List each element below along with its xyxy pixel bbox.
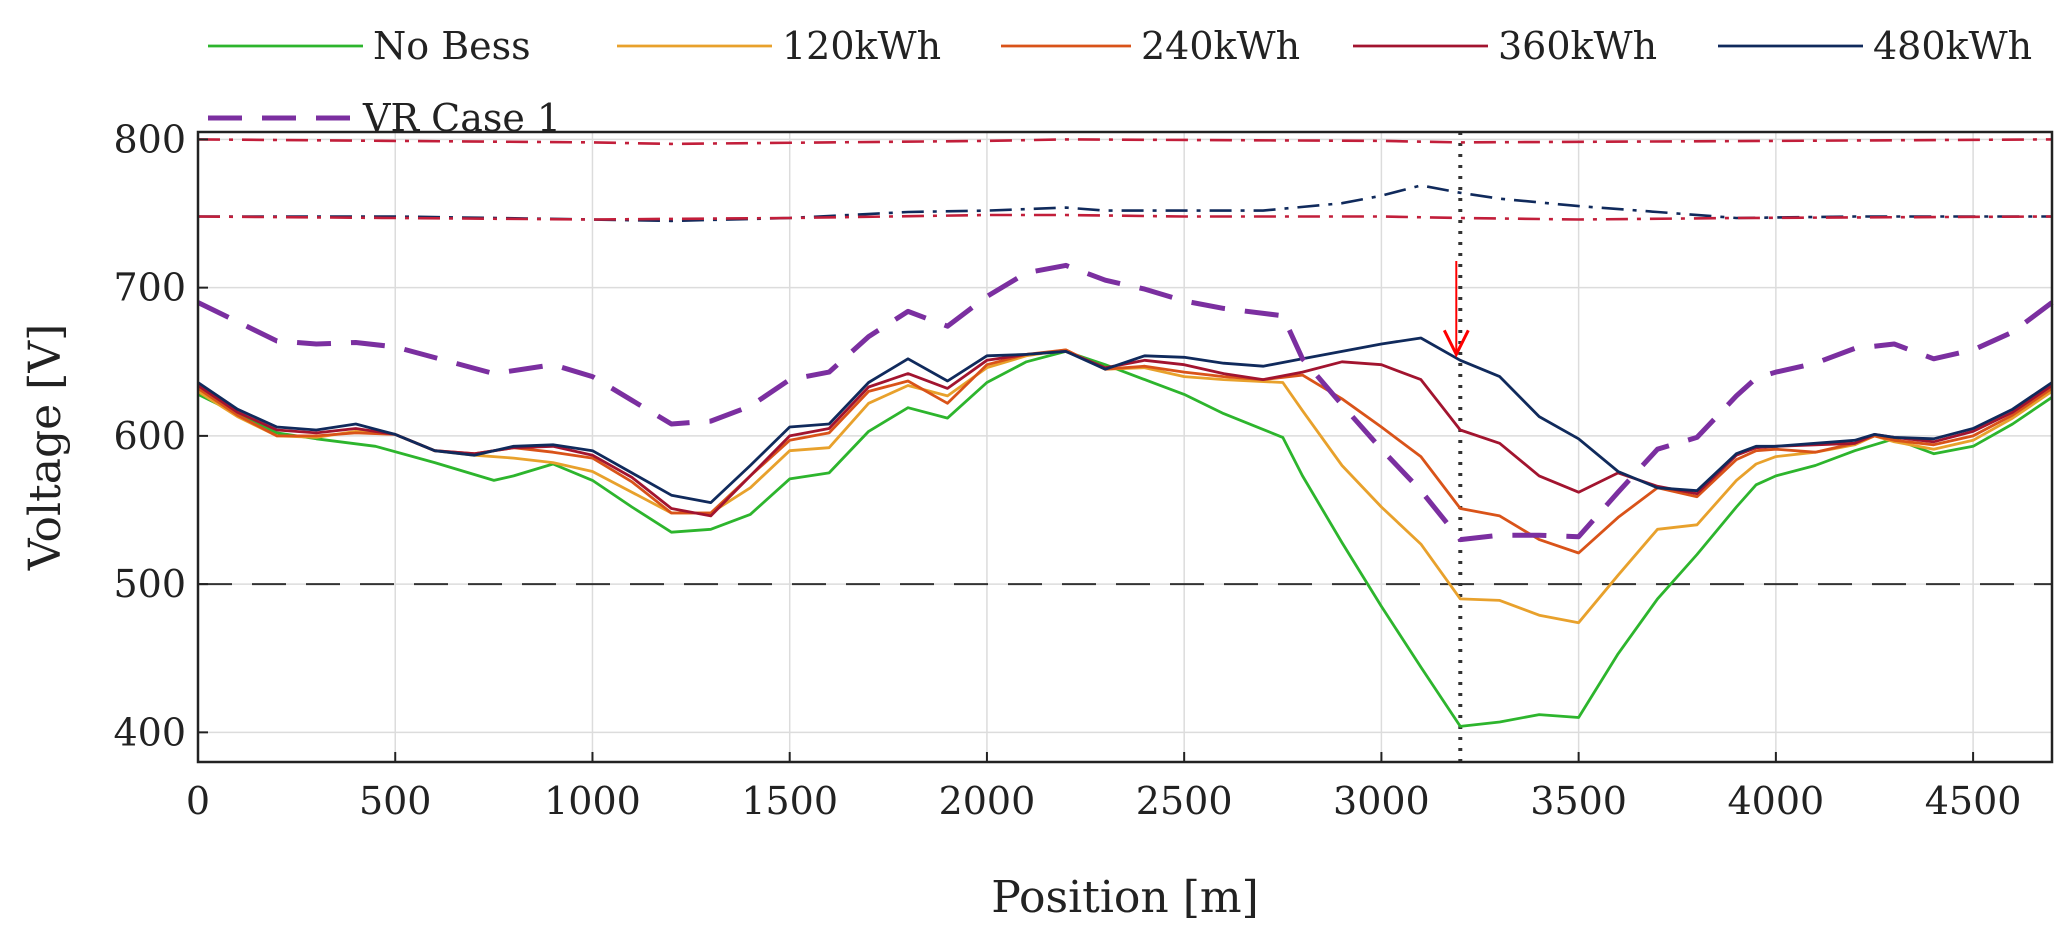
y-tick-label: 700: [113, 266, 186, 310]
x-axis-title: Position [m]: [991, 872, 1259, 923]
voltage-chart: No Bess 120kWh 240kWh 360kWh 480kWh VR Case 1…: [0, 0, 2063, 941]
x-tick-label: 2500: [1136, 779, 1233, 823]
legend-label-480kwh: 480kWh: [1873, 24, 2032, 68]
x-tick-label: 1500: [741, 779, 838, 823]
x-tick-label: 3500: [1530, 779, 1627, 823]
legend-label-no-bess: No Bess: [373, 24, 531, 68]
x-tick-label: 1000: [544, 779, 641, 823]
y-axis-title: Voltage [V]: [20, 324, 71, 572]
legend-label-360kwh: 360kWh: [1498, 24, 1657, 68]
legend-label-240kwh: 240kWh: [1141, 24, 1300, 68]
x-tick-label: 4000: [1728, 779, 1825, 823]
legend-label-120kwh: 120kWh: [782, 24, 941, 68]
x-tick-label: 2000: [939, 779, 1036, 823]
x-tick-label: 4500: [1925, 779, 2022, 823]
x-tick-label: 500: [359, 779, 432, 823]
x-tick-label: 3000: [1333, 779, 1430, 823]
x-tick-label: 0: [186, 779, 210, 823]
legend-label-vr-case-1: VR Case 1: [362, 96, 561, 140]
y-tick-label: 600: [113, 414, 186, 458]
y-tick-label: 400: [113, 710, 186, 754]
y-tick-label: 500: [113, 562, 186, 606]
y-tick-label: 800: [113, 117, 186, 161]
